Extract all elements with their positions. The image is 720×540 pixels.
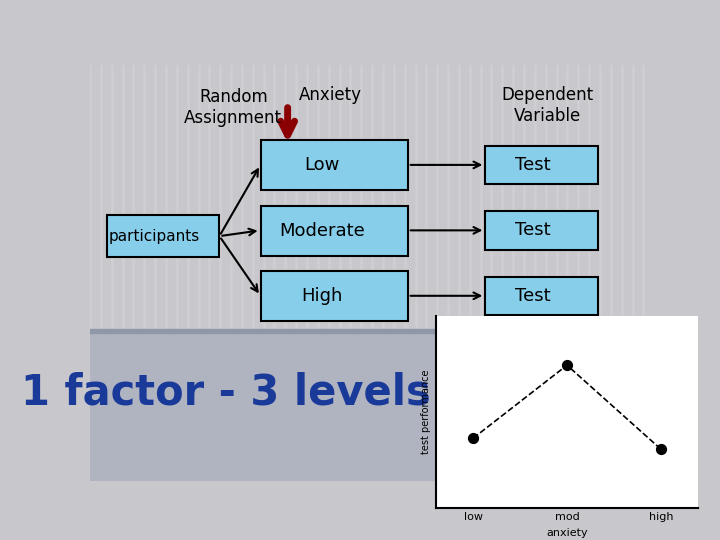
Point — [655, 445, 667, 454]
Text: Test: Test — [515, 221, 550, 239]
Point — [467, 434, 479, 443]
Y-axis label: test performance: test performance — [421, 369, 431, 454]
X-axis label: anxiety: anxiety — [546, 528, 588, 538]
Text: Test: Test — [515, 287, 550, 305]
Text: Random
Assignment: Random Assignment — [184, 88, 282, 127]
Bar — [485, 211, 598, 249]
Text: Moderate: Moderate — [279, 222, 365, 240]
Bar — [485, 146, 598, 184]
Text: Test: Test — [515, 156, 550, 174]
Text: participants: participants — [109, 228, 200, 244]
Text: Anxiety: Anxiety — [299, 86, 361, 104]
Bar — [485, 276, 598, 315]
Bar — [261, 271, 408, 321]
Text: 1 factor - 3 levels: 1 factor - 3 levels — [21, 371, 431, 413]
Text: Low: Low — [305, 156, 340, 174]
Bar — [90, 329, 648, 333]
Bar — [261, 140, 408, 190]
Bar — [90, 330, 648, 481]
Text: Dependent
Variable: Dependent Variable — [501, 86, 593, 125]
Bar — [107, 215, 220, 257]
Bar — [261, 206, 408, 256]
Text: High: High — [302, 287, 343, 305]
Point — [562, 361, 573, 369]
